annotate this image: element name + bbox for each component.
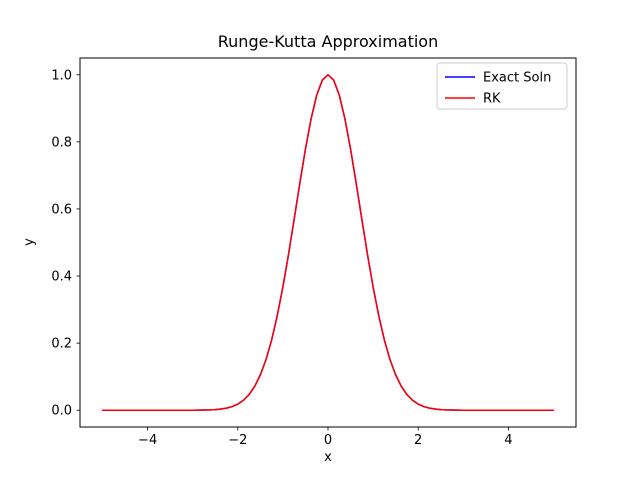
y-tick-label: 0.4 bbox=[51, 270, 72, 285]
x-tick-label: −4 bbox=[138, 433, 157, 448]
chart-title: Runge-Kutta Approximation bbox=[218, 32, 438, 51]
x-tick-label: 2 bbox=[414, 433, 422, 448]
x-tick-label: 0 bbox=[324, 433, 332, 448]
y-axis-label: y bbox=[22, 238, 37, 246]
x-axis-label: x bbox=[324, 450, 332, 465]
x-tick-label: 4 bbox=[504, 433, 512, 448]
y-tick-label: 0.2 bbox=[51, 337, 72, 352]
legend-label-rk: RK bbox=[483, 92, 501, 107]
legend: Exact Soln RK bbox=[436, 62, 568, 110]
legend-label-exact: Exact Soln bbox=[483, 71, 551, 86]
y-tick-label: 0.0 bbox=[51, 404, 72, 419]
x-ticks: −4 −2 0 2 4 bbox=[138, 427, 513, 448]
y-ticks: 0.0 0.2 0.4 0.6 0.8 1.0 bbox=[51, 68, 80, 419]
plot-border bbox=[79, 57, 577, 428]
y-tick-label: 0.6 bbox=[51, 202, 72, 217]
y-tick-label: 0.8 bbox=[51, 135, 72, 150]
y-tick-label: 1.0 bbox=[51, 68, 72, 83]
x-tick-label: −2 bbox=[228, 433, 247, 448]
series-line-exact-soln bbox=[101, 74, 555, 411]
series-lines bbox=[101, 74, 555, 411]
series-line-rk bbox=[101, 74, 555, 411]
